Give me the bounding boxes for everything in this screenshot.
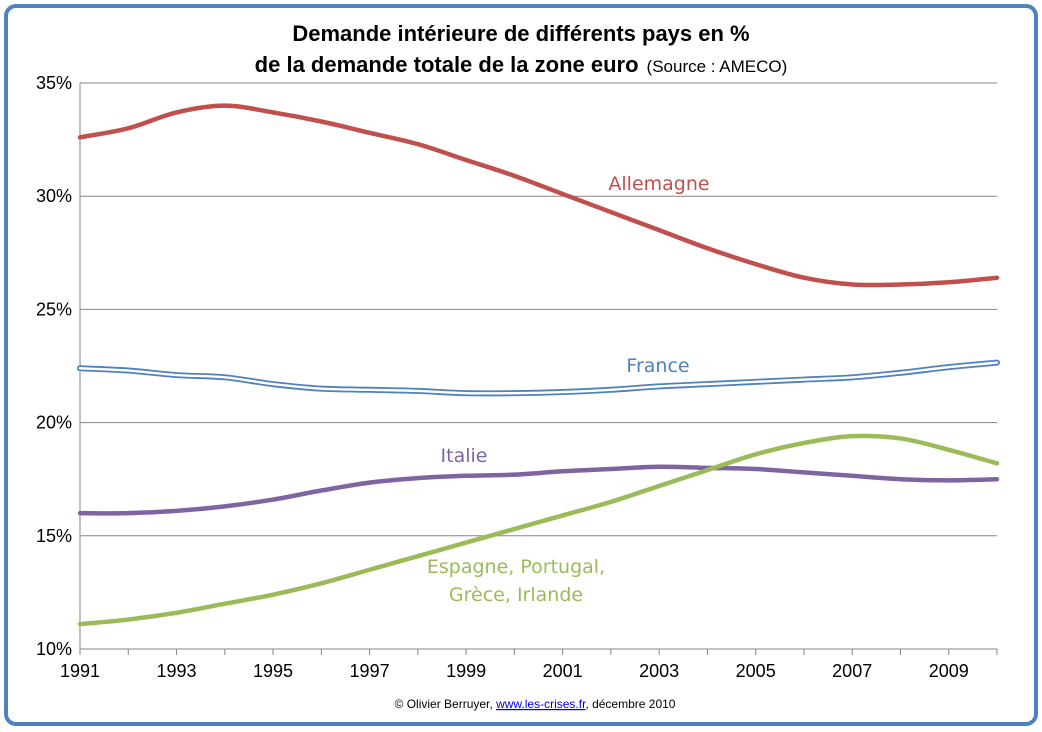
series-line-france-inner xyxy=(78,361,999,395)
series-label-espagne-portugal-grece-irlande-line-2: Grèce, Irlande xyxy=(449,584,583,606)
credit-prefix: © Olivier Berruyer, xyxy=(395,697,497,711)
y-tick-label: 25% xyxy=(36,299,72,319)
y-tick-label: 10% xyxy=(36,639,72,659)
chart-title-line-2: de la demande totale de la zone euro (Sou… xyxy=(255,52,788,77)
x-tick-label: 2009 xyxy=(929,661,969,681)
x-tick-label: 1995 xyxy=(253,661,293,681)
y-tick-label: 20% xyxy=(36,413,72,433)
x-tick-label: 2001 xyxy=(543,661,583,681)
series-lines xyxy=(77,103,1000,627)
x-tick-label: 1999 xyxy=(446,661,486,681)
series-label-italie: Italie xyxy=(441,445,488,467)
y-tick-label: 30% xyxy=(36,186,72,206)
credit-link[interactable]: www.les-crises.fr xyxy=(495,697,586,711)
series-line-france xyxy=(77,359,1000,397)
x-tick-label: 2005 xyxy=(736,661,776,681)
x-tick-label: 1993 xyxy=(157,661,197,681)
series-labels: Allemagne France Italie Espagne, Portugal, G… xyxy=(427,173,710,606)
series-line-espagne-portugal-grece-irlande xyxy=(77,433,1000,627)
chart-title-line-1: Demande intérieure de différents pays en… xyxy=(292,21,749,46)
chart-frame xyxy=(4,4,1038,726)
series-line-italie xyxy=(77,464,1000,516)
x-tick-label: 1991 xyxy=(60,661,100,681)
x-tick-label: 1997 xyxy=(350,661,390,681)
chart-title-source: (Source : AMECO) xyxy=(647,57,788,76)
chart-title-line-2-main: de la demande totale de la zone euro xyxy=(255,52,639,77)
series-line-allemagne xyxy=(77,103,1000,288)
series-label-france: France xyxy=(626,355,689,377)
y-tick-label: 35% xyxy=(36,73,72,93)
series-label-espagne-portugal-grece-irlande-line-1: Espagne, Portugal, xyxy=(427,556,605,578)
x-tick-label: 2003 xyxy=(639,661,679,681)
credit-suffix: , décembre 2010 xyxy=(585,697,675,711)
x-tick-label: 2007 xyxy=(832,661,872,681)
credit-line: © Olivier Berruyer, www.les-crises.fr, d… xyxy=(395,697,676,711)
axes: 10% 15% 20% 25% 30% 35% 1991 1993 1995 1997 1999 20… xyxy=(36,73,998,681)
series-label-allemagne: Allemagne xyxy=(608,173,709,195)
y-tick-label: 15% xyxy=(36,526,72,546)
